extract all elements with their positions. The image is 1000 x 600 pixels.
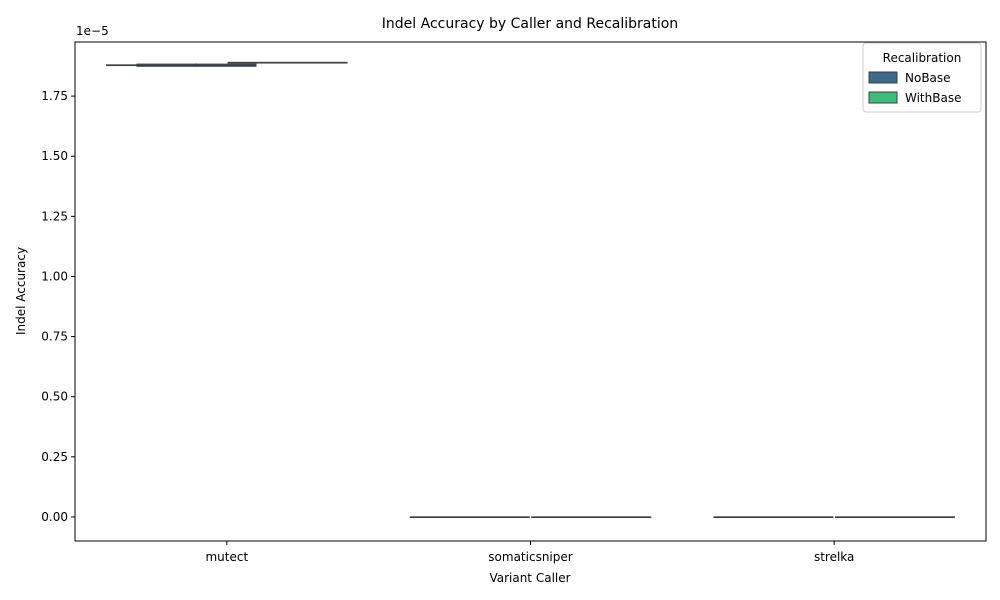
- y-tick-label: 1.50: [41, 149, 68, 163]
- box-withbase-strelka: [834, 516, 955, 519]
- box-nobase-somaticsniper: [409, 516, 530, 519]
- box-nobase-strelka: [713, 516, 834, 519]
- x-tick-label: somaticsniper: [488, 550, 572, 564]
- plot-frame: [74, 41, 987, 542]
- legend: Recalibration NoBase WithBase: [862, 42, 982, 113]
- y-tick-label: 1.75: [41, 89, 68, 103]
- boxes-layer: [106, 61, 955, 519]
- y-tick-label: 0.25: [41, 450, 68, 464]
- x-tick-label: strelka: [814, 550, 854, 564]
- y-tick-label: 0.00: [41, 510, 68, 524]
- legend-title: Recalibration: [883, 51, 962, 65]
- y-offset-label: 1e−5: [76, 24, 109, 38]
- y-tick-label: 0.50: [41, 390, 68, 404]
- box-nobase-mutect: [136, 63, 257, 67]
- legend-label-nobase: NoBase: [905, 71, 951, 85]
- y-tick-label: 0.75: [41, 330, 68, 344]
- x-axis: mutect somaticsniper strelka: [205, 541, 854, 564]
- y-tick-label: 1.25: [41, 209, 68, 223]
- x-tick-label: mutect: [205, 550, 248, 564]
- box-withbase-mutect: [227, 61, 348, 64]
- chart-title: Indel Accuracy by Caller and Recalibrati…: [382, 16, 678, 32]
- legend-swatch-nobase: [868, 71, 898, 84]
- box-withbase-somaticsniper: [531, 516, 652, 519]
- y-axis: 0.00 0.25 0.50 0.75 1.00 1.25 1.50 1.75: [41, 89, 75, 524]
- y-tick-label: 1.00: [41, 269, 68, 283]
- legend-swatch-withbase: [868, 91, 898, 104]
- x-axis-label: Variant Caller: [489, 571, 570, 585]
- y-axis-label: Indel Accuracy: [14, 247, 28, 335]
- legend-label-withbase: WithBase: [905, 91, 961, 105]
